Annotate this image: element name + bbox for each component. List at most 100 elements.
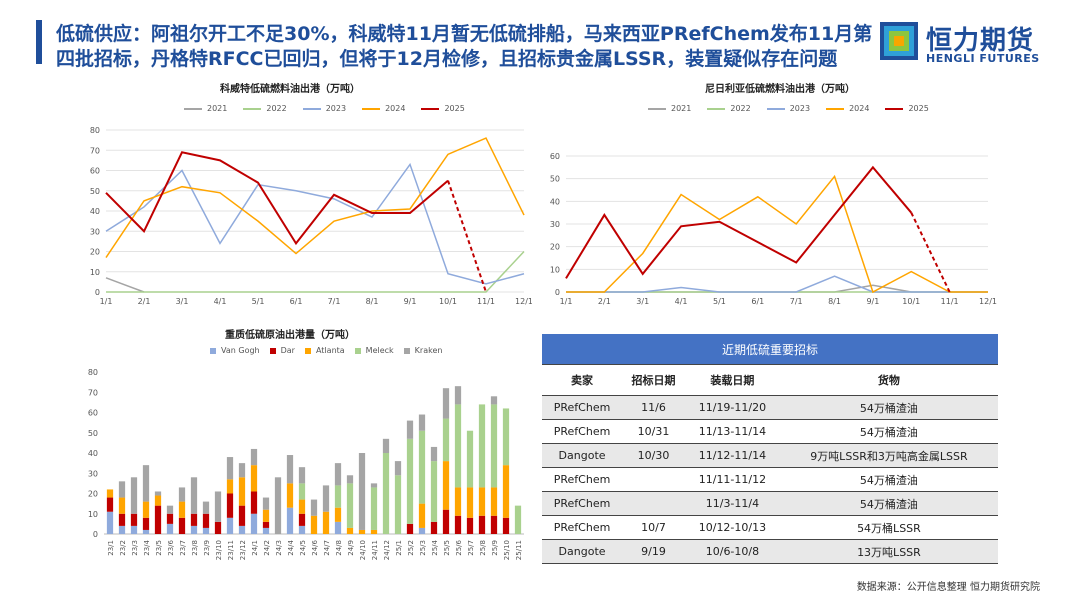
crude-stacked-bar-chart: 0 10 20 30 40 50 60 70 80 23/1 23/2 23/3 23/4 23/5 23/…	[88, 368, 524, 560]
bar-segment-van_gogh	[238, 525, 246, 534]
series-line-2025-forecast	[910, 212, 951, 293]
series-line-2021	[566, 284, 988, 293]
legend-label-2023: 2023	[789, 104, 811, 113]
legend-swatch-kraken	[403, 347, 410, 354]
x-tick-label: 4/1	[675, 297, 688, 306]
legend-label-2023: 2023	[325, 104, 347, 113]
table-row: Dangote 9/19 10/6-10/8 13万吨LSSR	[542, 539, 998, 564]
bar-segment-meleck	[490, 404, 498, 488]
x-tick-label: 23/4	[143, 539, 151, 555]
y-tick-label: 70	[90, 146, 100, 155]
x-tick-label: 23/9	[203, 540, 211, 556]
x-tick-label: 23/6	[167, 539, 175, 555]
table-row: PRefChem 11/6 11/19-11/20 54万桶渣油	[542, 395, 998, 420]
legend-item-2022: 2022	[707, 104, 751, 113]
bar-segment-van_gogh	[190, 525, 198, 534]
bar-segment-kraken	[334, 463, 342, 486]
bar-segment-kraken	[142, 465, 150, 502]
bar-segment-dar	[118, 513, 126, 526]
y-tick-label: 20	[550, 243, 560, 252]
bar-segment-atlanta	[370, 529, 378, 534]
bar-segment-dar	[466, 517, 474, 534]
x-tick-label: 1/1	[100, 297, 113, 306]
legend-item-kraken: Kraken	[403, 346, 442, 355]
table-cell: 54万桶渣油	[779, 419, 998, 444]
table-header-loading-date: 装载日期	[684, 364, 780, 396]
bar-segment-meleck	[502, 408, 510, 466]
bar-segment-van_gogh	[286, 507, 294, 534]
table-cell: 10/31	[622, 419, 685, 444]
bar-segment-atlanta	[466, 487, 474, 518]
y-tick-label: 40	[90, 207, 100, 216]
table-cell: Dangote	[542, 539, 623, 564]
series-line-2024	[105, 137, 525, 258]
x-tick-label: 7/1	[790, 297, 803, 306]
bar-segment-dar	[190, 513, 198, 526]
bar-segment-meleck	[298, 483, 306, 500]
legend-swatch-dar	[269, 347, 276, 354]
bar-segment-kraken	[202, 501, 210, 514]
table-cell: 11/3-11/4	[684, 491, 780, 516]
legend-item-2025: 2025	[885, 104, 929, 113]
legend-label-2024: 2024	[849, 104, 870, 113]
bar-segment-atlanta	[154, 495, 162, 506]
table-cell	[622, 491, 685, 516]
x-tick-label: 12/1	[515, 297, 532, 306]
x-tick-label: 24/2	[263, 540, 271, 556]
series-line-2024	[566, 174, 988, 294]
bar-segment-meleck	[406, 438, 414, 524]
nigeria-line-chart: 0 10 20 30 40 50 60 1/1 2/1 3/1 4/1 5/1 6/1 7/1 8/1 9/1…	[550, 152, 997, 306]
legend-swatch-2025	[421, 107, 440, 110]
bar-segment-kraken	[358, 453, 366, 530]
x-tick-label: 23/11	[227, 540, 235, 560]
legend-label-2022: 2022	[730, 104, 751, 113]
bar-segment-van_gogh	[418, 527, 426, 534]
x-tick-label: 8/1	[366, 297, 379, 306]
x-tick-label: 25/3	[419, 540, 427, 556]
y-tick-label: 10	[550, 265, 560, 274]
legend-item-2022: 2022	[243, 104, 287, 113]
bar-segment-kraken	[454, 386, 462, 405]
legend-swatch-van-gogh	[210, 347, 216, 354]
bar-segment-kraken	[226, 457, 234, 480]
legend-swatch-2021	[184, 107, 202, 110]
legend-item-2025: 2025	[421, 104, 465, 113]
table-cell: 11/11-11/12	[684, 467, 780, 492]
bar-segment-dar	[442, 509, 450, 534]
bar-segment-atlanta	[442, 461, 450, 510]
x-tick-label: 25/1	[395, 540, 403, 556]
series-line-2025-forecast	[447, 180, 487, 293]
bar-segment-kraken	[178, 487, 186, 502]
y-tick-label: 10	[88, 510, 98, 519]
bar-segment-atlanta	[322, 511, 330, 534]
table-cell: 54万桶LSSR	[779, 515, 998, 540]
bar-segment-van_gogh	[106, 511, 114, 534]
bar-segment-meleck	[478, 404, 486, 488]
bar-segment-dar	[298, 513, 306, 526]
bar-segment-meleck	[394, 475, 402, 534]
x-tick-label: 24/4	[287, 539, 295, 555]
x-tick-label: 7/1	[328, 297, 341, 306]
bar-segment-dar	[490, 515, 498, 534]
bar-segment-atlanta	[478, 487, 486, 516]
bar-segment-kraken	[250, 448, 258, 466]
table-row: PRefChem 10/7 10/12-10/13 54万桶LSSR	[542, 515, 998, 540]
x-tick-label: 24/6	[311, 539, 319, 555]
y-tick-label: 0	[93, 530, 98, 539]
x-tick-label: 25/11	[515, 540, 523, 560]
x-tick-label: 23/2	[119, 540, 127, 556]
bar-segment-atlanta	[298, 499, 306, 514]
bar-segment-dar	[178, 517, 186, 534]
y-tick-label: 80	[90, 126, 100, 135]
x-tick-label: 23/8	[191, 540, 199, 556]
y-tick-label: 30	[88, 469, 98, 478]
x-tick-label: 5/1	[252, 297, 265, 306]
y-tick-label: 30	[550, 220, 560, 229]
bar-segment-kraken	[310, 499, 318, 516]
bar-segment-atlanta	[118, 497, 126, 514]
x-tick-label: 24/9	[347, 540, 355, 556]
bar-segment-meleck	[430, 461, 438, 522]
x-tick-label: 3/1	[636, 297, 649, 306]
bar-segment-meleck	[442, 418, 450, 462]
legend-item-2023: 2023	[302, 104, 347, 113]
